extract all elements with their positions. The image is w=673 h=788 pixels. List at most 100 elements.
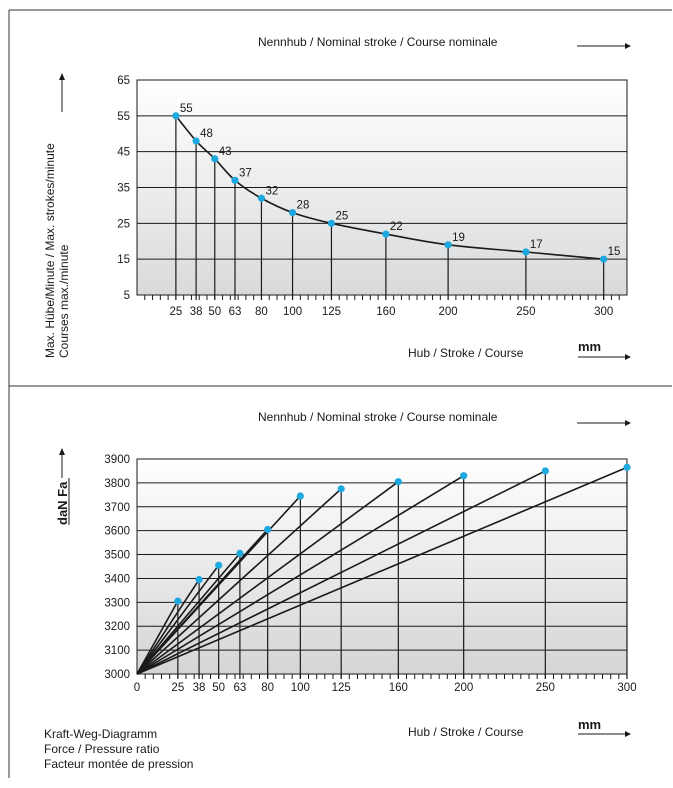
bottom-data-point (236, 549, 244, 557)
top-y-tick-label: 55 (117, 111, 130, 123)
top-ylabel-line2: Courses max./minute (57, 244, 71, 358)
bottom-drop-lines (177, 467, 628, 679)
caption-line-1: Kraft-Weg-Diagramm (44, 727, 158, 741)
top-gridlines (137, 115, 627, 260)
top-x-tick-label: 300 (594, 306, 613, 318)
bottom-y-tick-label: 3600 (104, 526, 130, 538)
bottom-ylabel: daN Fa (55, 481, 70, 525)
top-x-minor-ticks (144, 295, 620, 300)
bottom-y-tick-label: 3300 (104, 597, 130, 609)
top-xlabel: Hub / Stroke / Course (408, 346, 524, 360)
bottom-nominal-arrow (577, 420, 631, 426)
top-data-point (600, 255, 608, 263)
top-data-point (327, 219, 336, 227)
top-data-label: 43 (219, 146, 232, 158)
top-data-label: 55 (180, 103, 193, 115)
bottom-data-point (623, 463, 631, 471)
top-x-axis-arrow (578, 354, 631, 360)
bottom-data-point (215, 561, 223, 569)
top-x-tick-label: 80 (255, 306, 268, 318)
bottom-nominal-stroke-label: Nennhub / Nominal stroke / Course nomina… (258, 410, 498, 424)
top-data-label: 15 (608, 246, 621, 258)
bottom-x-axis-arrow (578, 731, 631, 737)
bottom-data-point (264, 525, 272, 534)
top-data-point (172, 112, 180, 120)
force-pressure-chart: Nennhub / Nominal stroke / Course nomina… (55, 410, 637, 739)
top-x-tick-label: 125 (322, 306, 341, 318)
bottom-ray (136, 579, 200, 675)
bottom-y-tick-label: 3200 (104, 621, 130, 633)
bottom-ray (136, 564, 220, 675)
top-x-tick-label: 100 (283, 306, 302, 318)
bottom-x-tick-label: 25 (171, 682, 184, 694)
bottom-x-minor-ticks (144, 674, 620, 679)
bottom-ray (136, 481, 399, 675)
top-x-tick-labels: 25 38 50 63 80 100 125 160 200 250 300 (169, 306, 613, 318)
bottom-data-point (460, 472, 468, 480)
top-nominal-arrow (577, 43, 631, 49)
bottom-x-tick-label: 0 (134, 682, 140, 694)
bottom-x-tick-label: 300 (617, 682, 636, 694)
bottom-y-tick-label: 3000 (104, 669, 130, 681)
top-data-point (257, 194, 266, 202)
bottom-x-tick-label: 63 (234, 682, 247, 694)
top-data-label: 37 (239, 167, 252, 179)
top-drop-lines (175, 115, 605, 300)
bottom-y-axis-arrow (59, 448, 65, 478)
bottom-y-tick-label: 3900 (104, 454, 130, 466)
bottom-ray (136, 495, 301, 675)
bottom-ray (136, 475, 465, 675)
bottom-y-tick-label: 3500 (104, 550, 130, 562)
top-xunit: mm (578, 339, 601, 354)
bottom-data-point (296, 492, 304, 500)
bottom-data-point (394, 478, 402, 486)
bottom-xunit: mm (578, 717, 601, 732)
top-x-tick-label: 25 (169, 306, 182, 318)
top-x-tick-label: 38 (190, 306, 203, 318)
top-x-tick-label: 160 (376, 306, 395, 318)
bottom-data-points (174, 463, 631, 605)
bottom-y-tick-label: 3100 (104, 645, 130, 657)
bottom-x-tick-label: 200 (454, 682, 473, 694)
top-y-tick-label: 15 (117, 254, 130, 266)
top-nominal-stroke-label: Nennhub / Nominal stroke / Course nomina… (258, 35, 498, 49)
top-y-tick-label: 25 (117, 218, 130, 230)
bottom-data-point (174, 597, 182, 605)
caption-line-3: Facteur montée de pression (44, 757, 194, 771)
top-data-labels: 55 48 43 37 32 28 25 22 19 17 15 (180, 103, 621, 258)
top-y-axis-arrow (59, 73, 65, 112)
top-y-tick-labels: 5 15 25 35 45 55 65 (117, 75, 130, 302)
top-data-label: 22 (390, 221, 403, 233)
bottom-plot-area (136, 458, 628, 675)
bottom-ray (136, 600, 179, 675)
top-data-point (231, 176, 239, 184)
strokes-per-minute-chart: Nennhub / Nominal stroke / Course nomina… (43, 35, 631, 360)
top-x-tick-label: 63 (229, 306, 242, 318)
top-data-label: 19 (452, 232, 465, 244)
top-data-label: 28 (297, 200, 310, 212)
top-data-point (522, 248, 530, 256)
diagram-caption: Kraft-Weg-Diagramm Force / Pressure rati… (44, 727, 193, 772)
bottom-ray (136, 488, 342, 675)
top-data-label: 17 (530, 239, 543, 251)
bottom-y-tick-labels: 3000 3100 3200 3300 3400 3500 3600 3700 3800 3900 (104, 454, 130, 681)
bottom-y-tick-label: 3800 (104, 478, 130, 490)
bottom-data-point (541, 467, 549, 475)
top-data-point (444, 241, 452, 249)
bottom-x-tick-label: 38 (193, 682, 206, 694)
top-data-label: 25 (335, 210, 348, 222)
bottom-x-tick-label: 160 (389, 682, 408, 694)
top-data-point (211, 155, 219, 163)
top-x-tick-label: 50 (208, 306, 221, 318)
top-data-point (288, 208, 297, 217)
top-y-tick-label: 5 (124, 290, 130, 302)
top-data-label: 48 (200, 128, 213, 140)
top-data-point (382, 230, 390, 238)
bottom-data-point (195, 576, 203, 584)
top-x-tick-label: 200 (439, 306, 458, 318)
bottom-data-point (337, 485, 345, 493)
bottom-y-tick-label: 3700 (104, 502, 130, 514)
bottom-y-tick-label: 3400 (104, 573, 130, 585)
caption-line-2: Force / Pressure ratio (44, 742, 160, 756)
bottom-x-tick-label: 80 (261, 682, 274, 694)
